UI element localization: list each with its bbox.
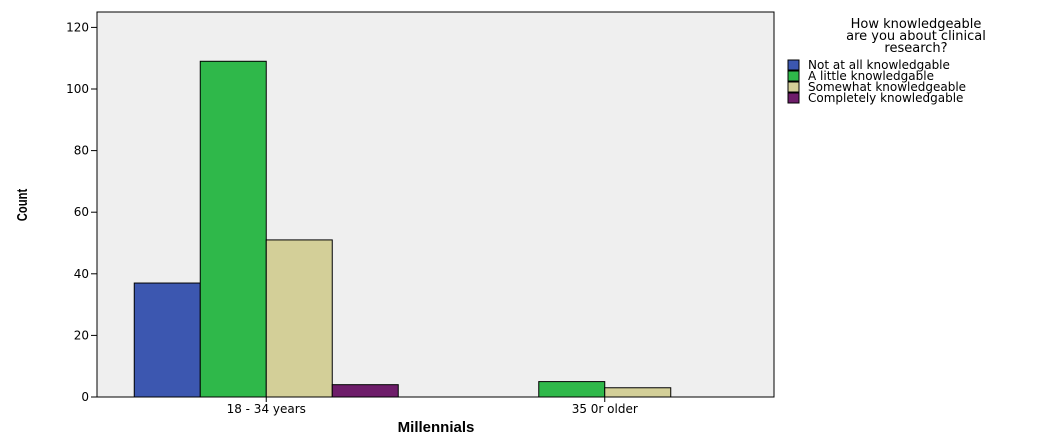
bar-somewhat-knowledgeable xyxy=(265,239,333,398)
y-tick-label: 80 xyxy=(74,144,89,158)
legend-swatch xyxy=(787,92,800,104)
y-axis: 0 20 40 60 80 100 120 xyxy=(66,20,97,404)
y-tick-label: 0 xyxy=(81,390,89,404)
x-axis: 18 - 34 years 35 0r older xyxy=(227,397,638,416)
legend-label: Completely knowledgable xyxy=(808,91,963,105)
bar-a-little-knowledgable xyxy=(199,60,267,398)
legend-title-line-3: research? xyxy=(884,41,947,56)
bar-completely-knowledgable xyxy=(331,384,399,398)
bar-a-little-knowledgable xyxy=(538,381,606,398)
bar-not-at-all-knowledgable xyxy=(133,282,201,398)
y-tick-label: 100 xyxy=(66,82,89,96)
y-tick-label: 40 xyxy=(74,267,89,281)
x-axis-title: Millennials xyxy=(398,419,475,436)
legend-label: A little knowledgable xyxy=(808,69,934,83)
y-tick-label: 120 xyxy=(66,20,89,34)
legend-label: Somewhat knowledgeable xyxy=(808,80,966,94)
legend-swatch xyxy=(787,59,800,71)
legend-title-line-2: are you about clinical xyxy=(846,29,986,44)
y-axis-title: Count xyxy=(13,188,30,221)
y-tick-label: 20 xyxy=(74,328,89,342)
legend-swatch xyxy=(787,70,800,82)
legend: How knowledgeable are you about clinical… xyxy=(787,17,986,105)
x-tick-label: 35 0r older xyxy=(572,402,638,416)
legend-title-line-1: How knowledgeable xyxy=(851,17,982,32)
bars xyxy=(133,60,672,398)
x-tick-label: 18 - 34 years xyxy=(227,402,306,416)
legend-swatch xyxy=(787,81,800,93)
bar-somewhat-knowledgeable xyxy=(604,387,672,398)
y-tick-label: 60 xyxy=(74,205,89,219)
legend-label: Not at all knowledgable xyxy=(808,58,950,72)
